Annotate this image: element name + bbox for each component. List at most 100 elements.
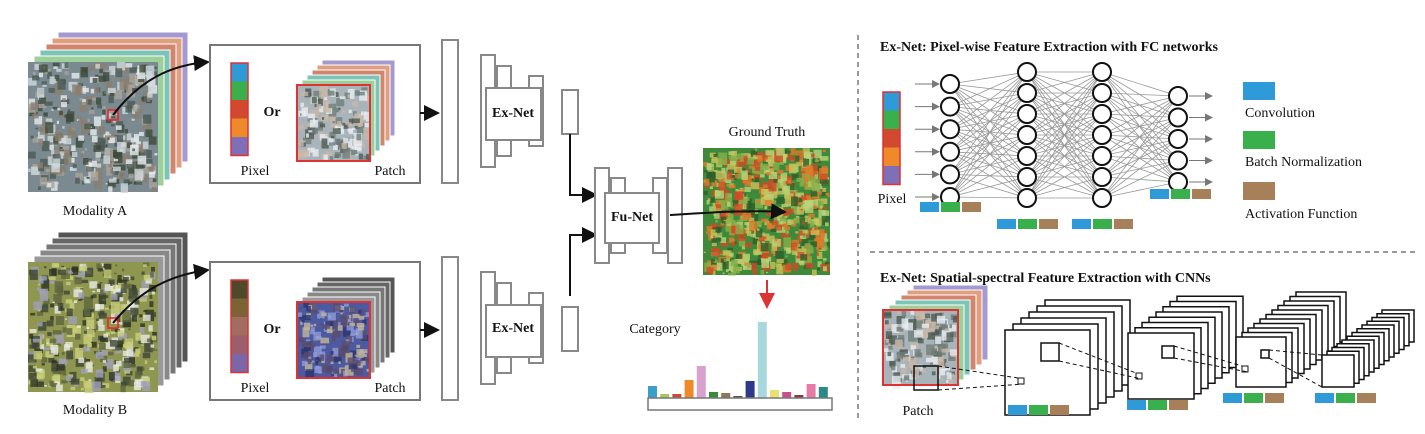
image-texture (154, 153, 158, 156)
image-texture (718, 250, 723, 255)
image-texture (817, 196, 820, 199)
pixel-cell (883, 92, 900, 111)
projection (1173, 345, 1243, 367)
image-texture (85, 267, 94, 278)
connection (949, 128, 1028, 157)
image-texture (99, 350, 102, 353)
image-texture (338, 107, 341, 110)
image-texture (113, 372, 121, 381)
image-texture (113, 120, 118, 123)
image-texture (86, 329, 95, 338)
image-texture (298, 125, 304, 130)
pixel-cell (883, 129, 900, 148)
image-texture (143, 114, 152, 124)
image-texture (50, 347, 55, 354)
image-texture (305, 90, 309, 94)
image-texture (950, 357, 954, 359)
layer-icon (1093, 219, 1112, 229)
image-texture (773, 178, 777, 184)
image-texture (751, 213, 759, 221)
image-texture (935, 326, 942, 335)
image-texture (778, 188, 782, 191)
category-bar (684, 380, 694, 398)
connection (949, 151, 1028, 157)
image-texture (720, 242, 729, 247)
image-texture (72, 164, 77, 169)
neuron (1168, 172, 1188, 192)
image-texture (75, 347, 84, 359)
image-texture (347, 89, 355, 99)
image-texture (78, 292, 85, 299)
connection (949, 71, 1028, 107)
image-texture (718, 152, 728, 165)
image-texture (95, 369, 104, 378)
image-texture (760, 196, 769, 205)
image-texture (115, 175, 119, 178)
image-texture (338, 129, 345, 135)
image-texture (98, 324, 105, 331)
image-texture (941, 330, 950, 341)
image-texture (152, 332, 157, 337)
image-texture (29, 269, 38, 280)
image-texture (38, 276, 47, 281)
image-texture (102, 360, 107, 363)
image-texture (78, 135, 85, 141)
image-texture (900, 363, 906, 368)
kernel (1260, 349, 1270, 359)
image-texture (319, 87, 327, 98)
image-texture (717, 237, 722, 242)
category-bar (709, 392, 718, 398)
image-texture (86, 359, 91, 362)
image-texture (30, 166, 40, 175)
image-texture (37, 87, 45, 98)
image-texture (906, 373, 910, 376)
image-texture (120, 143, 127, 147)
image-texture (726, 171, 733, 180)
image-texture (91, 135, 98, 143)
kernel-target (1017, 377, 1025, 385)
image-texture (703, 190, 708, 195)
image-texture (321, 116, 325, 120)
image-texture (328, 142, 336, 146)
image-texture (142, 96, 147, 102)
image-texture (116, 279, 122, 287)
image-texture (155, 349, 158, 351)
kernel (913, 365, 939, 391)
connection (1101, 117, 1179, 199)
image-texture (349, 350, 359, 359)
image-texture (335, 92, 338, 94)
image-texture (809, 199, 818, 207)
image-texture (720, 261, 726, 267)
image-texture (319, 134, 328, 141)
image-texture (79, 102, 88, 112)
image-texture (706, 200, 710, 205)
image-texture (351, 368, 354, 372)
image-texture (108, 113, 112, 116)
image-texture (113, 172, 119, 175)
image-texture (802, 230, 809, 238)
image-texture (824, 206, 828, 210)
image-texture (149, 294, 153, 299)
image-texture (35, 127, 39, 130)
feature-map (1127, 332, 1195, 400)
image-texture (348, 128, 354, 135)
image-texture (68, 316, 78, 324)
image-texture (134, 347, 139, 350)
image-texture (788, 180, 792, 184)
image-texture (321, 312, 327, 317)
image-texture (751, 167, 758, 174)
image-texture (48, 144, 54, 150)
image-texture (78, 357, 85, 364)
image-texture (731, 219, 736, 225)
image-texture (941, 378, 944, 381)
neuron (1092, 188, 1112, 208)
image-texture (803, 176, 809, 183)
image-texture (323, 100, 331, 113)
image-texture (85, 178, 90, 183)
image-texture (128, 357, 135, 367)
image-texture (931, 313, 937, 322)
image-texture (728, 184, 736, 189)
image-texture (930, 330, 940, 336)
image-texture (706, 226, 712, 231)
image-texture (904, 322, 913, 331)
